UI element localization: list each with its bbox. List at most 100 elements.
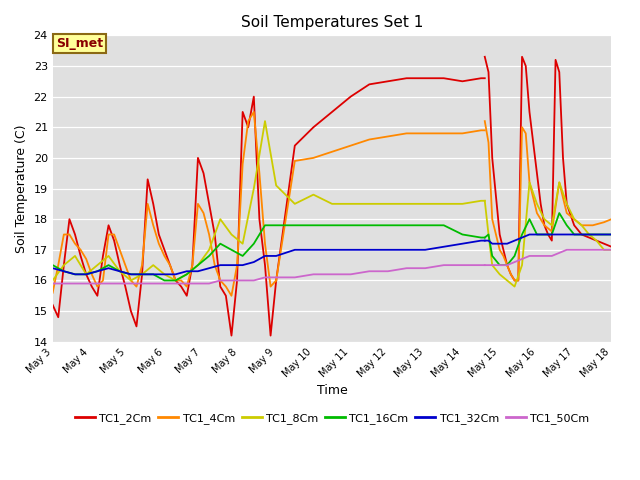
TC1_32Cm xyxy=(291,247,299,252)
Text: SI_met: SI_met xyxy=(56,37,103,50)
TC1_2Cm xyxy=(132,324,140,329)
TC1_16Cm xyxy=(291,222,299,228)
TC1_16Cm xyxy=(127,272,135,277)
TC1_4Cm xyxy=(88,272,95,277)
TC1_8Cm xyxy=(291,201,299,207)
TC1_4Cm xyxy=(172,277,179,283)
TC1_4Cm xyxy=(244,118,252,124)
TC1_16Cm xyxy=(239,253,246,259)
TC1_2Cm xyxy=(88,284,95,289)
TC1_50Cm xyxy=(149,281,157,287)
TC1_2Cm xyxy=(161,247,168,252)
TC1_32Cm xyxy=(149,272,157,277)
TC1_8Cm xyxy=(127,277,135,283)
TC1_4Cm xyxy=(77,247,84,252)
TC1_32Cm xyxy=(138,272,146,277)
TC1_4Cm xyxy=(239,161,246,167)
TC1_8Cm xyxy=(384,201,392,207)
TC1_4Cm xyxy=(144,201,152,207)
TC1_2Cm xyxy=(233,277,241,283)
TC1_4Cm xyxy=(49,290,56,296)
TC1_4Cm xyxy=(149,222,157,228)
TC1_8Cm xyxy=(205,247,213,252)
TC1_16Cm xyxy=(71,272,79,277)
TC1_2Cm xyxy=(65,216,73,222)
TC1_4Cm xyxy=(65,232,73,238)
TC1_50Cm xyxy=(239,277,246,283)
TC1_8Cm xyxy=(83,272,90,277)
TC1_16Cm xyxy=(116,268,124,274)
TC1_50Cm xyxy=(273,275,280,280)
TC1_50Cm xyxy=(216,277,224,283)
TC1_2Cm xyxy=(222,293,230,299)
TC1_2Cm xyxy=(216,284,224,289)
TC1_4Cm xyxy=(211,262,218,268)
TC1_2Cm xyxy=(261,262,269,268)
TC1_4Cm xyxy=(177,277,185,283)
TC1_2Cm xyxy=(83,272,90,277)
TC1_8Cm xyxy=(183,272,191,277)
TC1_2Cm xyxy=(228,333,236,338)
TC1_50Cm xyxy=(328,272,336,277)
TC1_2Cm xyxy=(93,293,101,299)
TC1_32Cm xyxy=(194,268,202,274)
TC1_2Cm xyxy=(71,232,79,238)
TC1_32Cm xyxy=(440,244,447,250)
TC1_50Cm xyxy=(384,268,392,274)
TC1_2Cm xyxy=(189,262,196,268)
TC1_32Cm xyxy=(421,247,429,252)
TC1_8Cm xyxy=(138,272,146,277)
TC1_8Cm xyxy=(459,201,467,207)
TC1_4Cm xyxy=(228,293,236,299)
TC1_2Cm xyxy=(177,284,185,289)
TC1_32Cm xyxy=(261,253,269,259)
TC1_2Cm xyxy=(155,232,163,238)
TC1_50Cm xyxy=(477,262,485,268)
TC1_4Cm xyxy=(138,262,146,268)
TC1_50Cm xyxy=(291,275,299,280)
TC1_32Cm xyxy=(365,247,373,252)
TC1_4Cm xyxy=(132,284,140,289)
TC1_32Cm xyxy=(477,238,485,243)
TC1_2Cm xyxy=(166,262,174,268)
TC1_32Cm xyxy=(310,247,317,252)
Line: TC1_32Cm: TC1_32Cm xyxy=(52,240,484,275)
TC1_2Cm xyxy=(49,302,56,308)
Line: TC1_16Cm: TC1_16Cm xyxy=(52,225,484,280)
TC1_8Cm xyxy=(161,272,168,277)
TC1_16Cm xyxy=(273,222,280,228)
TC1_16Cm xyxy=(183,272,191,277)
Line: TC1_50Cm: TC1_50Cm xyxy=(52,265,484,284)
TC1_8Cm xyxy=(421,201,429,207)
TC1_4Cm xyxy=(122,262,129,268)
Title: Soil Temperatures Set 1: Soil Temperatures Set 1 xyxy=(241,15,423,30)
TC1_32Cm xyxy=(481,238,488,243)
TC1_4Cm xyxy=(110,232,118,238)
TC1_16Cm xyxy=(49,262,56,268)
TC1_16Cm xyxy=(194,262,202,268)
TC1_4Cm xyxy=(166,262,174,268)
TC1_50Cm xyxy=(60,281,68,287)
TC1_4Cm xyxy=(189,262,196,268)
TC1_32Cm xyxy=(49,265,56,271)
TC1_2Cm xyxy=(54,314,62,320)
TC1_50Cm xyxy=(459,262,467,268)
TC1_32Cm xyxy=(403,247,410,252)
TC1_8Cm xyxy=(93,262,101,268)
TC1_16Cm xyxy=(261,222,269,228)
TC1_32Cm xyxy=(273,253,280,259)
TC1_2Cm xyxy=(149,201,157,207)
TC1_50Cm xyxy=(403,265,410,271)
TC1_50Cm xyxy=(481,262,488,268)
TC1_8Cm xyxy=(481,198,488,204)
TC1_2Cm xyxy=(273,277,280,283)
TC1_50Cm xyxy=(228,277,236,283)
TC1_4Cm xyxy=(155,241,163,247)
TC1_32Cm xyxy=(161,272,168,277)
TC1_16Cm xyxy=(161,277,168,283)
Line: TC1_4Cm: TC1_4Cm xyxy=(52,112,276,296)
TC1_50Cm xyxy=(421,265,429,271)
TC1_32Cm xyxy=(172,272,179,277)
TC1_50Cm xyxy=(194,281,202,287)
TC1_50Cm xyxy=(183,281,191,287)
